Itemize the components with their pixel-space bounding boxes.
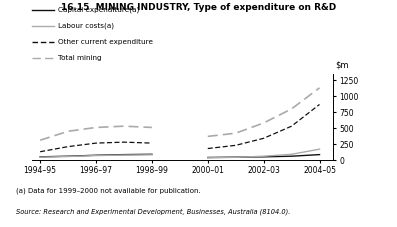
Text: Source: Research and Experimental Development, Businesses, Australia (8104.0).: Source: Research and Experimental Develo… (16, 209, 290, 215)
Text: (a) Data for 1999–2000 not available for publication.: (a) Data for 1999–2000 not available for… (16, 187, 200, 194)
Text: $m: $m (335, 60, 349, 69)
Text: Total mining: Total mining (58, 55, 101, 61)
Text: 16.15  MINING INDUSTRY, Type of expenditure on R&D: 16.15 MINING INDUSTRY, Type of expenditu… (61, 3, 336, 12)
Text: Capital expenditure(a): Capital expenditure(a) (58, 7, 139, 13)
Text: Labour costs(a): Labour costs(a) (58, 23, 114, 29)
Text: Other current expenditure: Other current expenditure (58, 39, 152, 45)
